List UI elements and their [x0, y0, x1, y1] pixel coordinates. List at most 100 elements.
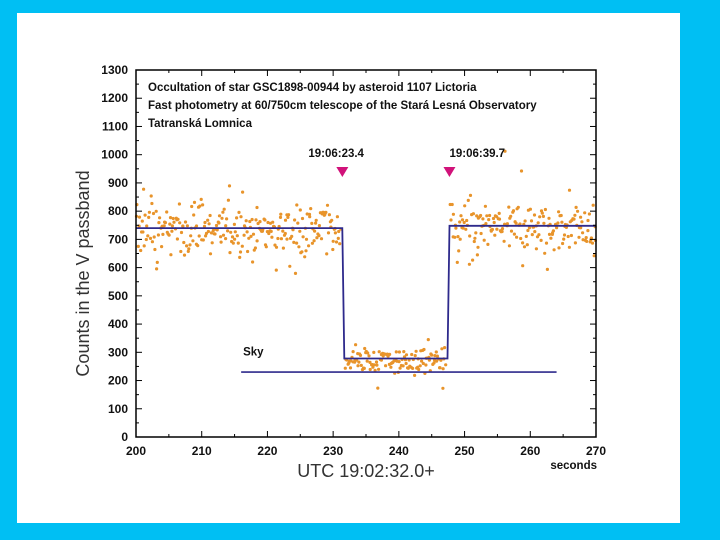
data-point: [175, 237, 179, 241]
x-tick-label: 200: [126, 444, 146, 458]
data-point: [208, 213, 212, 218]
data-point: [281, 229, 285, 233]
data-point: [587, 212, 592, 216]
data-point: [214, 223, 219, 228]
data-point: [544, 241, 549, 245]
data-point: [258, 220, 262, 224]
data-point: [354, 343, 358, 347]
data-point: [389, 365, 393, 369]
data-point: [590, 241, 595, 245]
data-point: [317, 234, 321, 238]
data-point: [521, 264, 525, 268]
data-point: [274, 268, 278, 272]
data-point: [402, 350, 406, 354]
data-point: [251, 260, 255, 264]
data-point: [288, 264, 292, 268]
data-point: [249, 234, 253, 238]
y-tick-label: 800: [108, 204, 128, 218]
data-point: [156, 233, 160, 237]
data-point: [255, 239, 259, 243]
data-point: [160, 245, 164, 249]
x-tick-label: 270: [586, 444, 606, 458]
data-point: [572, 217, 576, 221]
data-point: [141, 230, 145, 234]
data-point: [424, 363, 428, 367]
data-point: [413, 373, 417, 377]
data-point: [315, 236, 319, 240]
data-point: [366, 351, 370, 355]
data-point: [468, 193, 473, 197]
y-tick-label: 200: [108, 374, 128, 388]
data-point: [430, 353, 434, 357]
data-point: [459, 214, 463, 218]
data-point: [199, 197, 203, 201]
data-point: [511, 209, 516, 213]
data-point: [475, 253, 479, 257]
data-point: [351, 350, 355, 354]
x-axis-unit: seconds: [550, 460, 597, 472]
data-point: [589, 236, 594, 240]
data-point: [435, 354, 439, 358]
data-point: [500, 229, 504, 234]
x-tick-label: 220: [257, 444, 277, 458]
data-point: [142, 187, 146, 191]
data-point: [232, 222, 236, 226]
data-point: [557, 210, 561, 214]
data-point: [210, 241, 214, 245]
data-point: [201, 203, 205, 207]
data-point: [481, 217, 485, 221]
data-point: [188, 243, 192, 247]
data-point: [139, 248, 143, 253]
data-point: [479, 231, 483, 236]
data-point: [228, 251, 232, 255]
data-point: [307, 244, 311, 248]
data-point: [539, 238, 543, 242]
data-point: [358, 353, 363, 357]
data-point: [453, 235, 457, 239]
data-point: [145, 224, 149, 228]
data-point: [509, 229, 514, 233]
data-point: [579, 215, 583, 219]
y-axis-label: Counts in the V passband: [73, 170, 93, 376]
data-point: [244, 219, 248, 223]
data-point: [357, 360, 361, 364]
data-point: [585, 239, 589, 243]
data-point: [179, 230, 184, 235]
data-point: [274, 245, 279, 249]
data-point: [151, 211, 156, 216]
data-point: [247, 236, 251, 240]
data-point: [263, 218, 267, 222]
data-point: [464, 227, 468, 231]
data-point: [309, 207, 313, 211]
data-point: [421, 361, 425, 366]
y-tick-label: 1000: [101, 148, 128, 162]
data-point: [334, 240, 339, 244]
data-point: [191, 239, 195, 243]
data-point: [458, 220, 462, 224]
data-point: [326, 231, 331, 235]
data-point: [465, 218, 469, 223]
data-point: [562, 233, 567, 237]
data-point: [581, 231, 585, 235]
data-point: [580, 220, 584, 224]
data-point: [161, 232, 165, 236]
data-point: [297, 245, 301, 249]
data-point: [394, 350, 398, 354]
y-tick-label: 100: [108, 402, 128, 416]
data-point: [248, 219, 252, 224]
data-point: [238, 250, 243, 254]
data-point: [325, 252, 329, 256]
data-point: [454, 226, 458, 230]
data-point: [152, 235, 156, 239]
data-point: [471, 258, 475, 262]
data-point: [149, 194, 153, 198]
data-point: [310, 221, 314, 225]
data-point: [435, 359, 439, 363]
event-time-label: 19:06:39.7: [449, 148, 505, 160]
data-point: [418, 364, 422, 368]
data-point: [541, 214, 546, 218]
data-point: [518, 222, 522, 226]
data-point: [532, 213, 537, 217]
y-tick-label: 1200: [101, 91, 128, 105]
data-point: [157, 221, 161, 225]
